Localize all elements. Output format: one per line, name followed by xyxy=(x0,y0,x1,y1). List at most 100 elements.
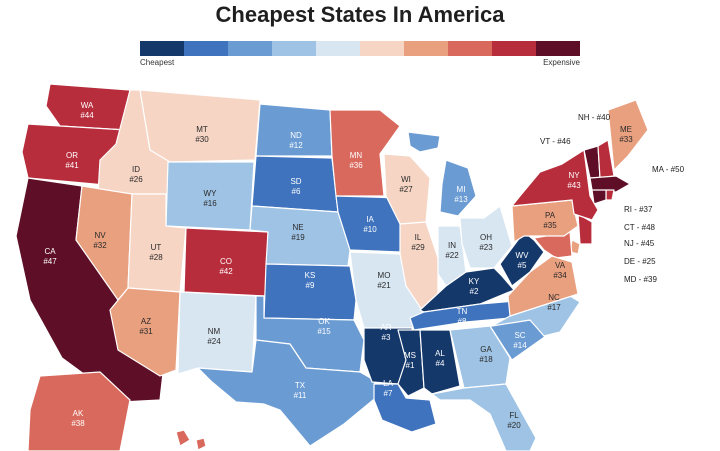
state-code-mo: MO xyxy=(378,271,391,280)
state-code-or: OR xyxy=(66,151,78,160)
state-rank-mi: #13 xyxy=(454,195,468,204)
state-code-nm: NM xyxy=(208,327,221,336)
state-rank-az: #31 xyxy=(139,327,153,336)
state-mi xyxy=(407,131,477,217)
state-rank-mn: #36 xyxy=(349,161,363,170)
state-rank-ne: #19 xyxy=(291,233,305,242)
legend-min-label: Cheapest xyxy=(140,58,175,67)
state-code-ky: KY xyxy=(469,277,480,286)
state-nj xyxy=(577,213,593,245)
state-rank-al: #4 xyxy=(436,359,445,368)
state-rank-wi: #27 xyxy=(399,185,413,194)
state-label-mn: MN #36 xyxy=(349,151,363,170)
state-rank-sc: #14 xyxy=(513,341,527,350)
state-label-az: AZ #31 xyxy=(139,317,153,336)
legend-swatch-2 xyxy=(184,41,228,56)
state-code-ia: IA xyxy=(366,215,374,224)
state-ny xyxy=(511,149,599,221)
state-ct xyxy=(591,189,607,205)
state-rank-mt: #30 xyxy=(195,135,209,144)
state-rank-ia: #10 xyxy=(363,225,377,234)
state-rank-mo: #21 xyxy=(377,281,391,290)
state-label-sc: SC #14 xyxy=(513,331,527,350)
state-code-me: ME xyxy=(620,125,632,134)
state-label-mt: MT #30 xyxy=(195,125,209,144)
state-rank-ca: #47 xyxy=(43,257,57,266)
state-code-la: LA xyxy=(383,379,393,388)
state-rank-oh: #23 xyxy=(479,243,493,252)
callout-nj: NJ - #45 xyxy=(624,239,655,248)
state-code-ny: NY xyxy=(568,171,580,180)
state-label-ms: MS #1 xyxy=(404,351,416,370)
state-rank-wa: #44 xyxy=(80,111,94,120)
state-rank-tn: #8 xyxy=(458,317,467,326)
state-label-nm: NM #24 xyxy=(207,327,221,346)
legend-swatch-9 xyxy=(492,41,536,56)
callout-ri: RI - #37 xyxy=(624,205,653,214)
state-me xyxy=(607,99,649,171)
state-code-sd: SD xyxy=(290,177,301,186)
state-rank-ar: #3 xyxy=(382,333,391,342)
legend-swatch-3 xyxy=(228,41,272,56)
state-code-az: AZ xyxy=(141,317,151,326)
legend-swatch-7 xyxy=(404,41,448,56)
state-la xyxy=(373,383,437,433)
callout-ma: MA - #50 xyxy=(652,165,685,174)
state-code-wa: WA xyxy=(81,101,94,110)
state-code-oh: OH xyxy=(480,233,492,242)
state-rank-ok: #15 xyxy=(317,327,331,336)
state-code-ar: AR xyxy=(380,323,391,332)
state-code-in: IN xyxy=(448,241,456,250)
state-rank-il: #29 xyxy=(411,243,425,252)
state-label-ar: AR #3 xyxy=(380,323,391,342)
state-label-ky: KY #2 xyxy=(469,277,480,296)
callout-labels-layer: NH - #40 VT - #46 MA - #50 RI - #37 CT - #48… xyxy=(540,113,685,284)
state-rank-wv: #5 xyxy=(518,261,527,270)
legend-swatch-5 xyxy=(316,41,360,56)
state-rank-me: #33 xyxy=(619,135,633,144)
state-label-il: IL #29 xyxy=(411,233,425,252)
state-label-nc: NC #17 xyxy=(547,293,561,312)
state-code-sc: SC xyxy=(514,331,525,340)
state-code-ca: CA xyxy=(44,247,56,256)
state-code-nc: NC xyxy=(548,293,560,302)
state-rank-co: #42 xyxy=(219,267,233,276)
state-rank-in: #22 xyxy=(445,251,459,260)
state-rank-nc: #17 xyxy=(547,303,561,312)
state-rank-nv: #32 xyxy=(93,241,107,250)
state-code-nv: NV xyxy=(94,231,106,240)
state-label-wi: WI #27 xyxy=(399,175,413,194)
state-label-me: ME #33 xyxy=(619,125,633,144)
callout-md: MD - #39 xyxy=(624,275,657,284)
map-title: Cheapest States In America xyxy=(215,2,505,27)
states-layer xyxy=(15,83,649,451)
state-hi xyxy=(175,429,207,451)
state-rank-nd: #12 xyxy=(289,141,303,150)
state-code-wv: WV xyxy=(516,251,530,260)
state-mn xyxy=(329,109,401,197)
legend-swatch-4 xyxy=(272,41,316,56)
legend-color-scale xyxy=(140,41,580,56)
state-label-la: LA #7 xyxy=(383,379,393,398)
state-code-ak: AK xyxy=(73,409,84,418)
state-ma xyxy=(589,175,631,193)
state-code-tn: TN xyxy=(457,307,468,316)
state-code-mt: MT xyxy=(196,125,208,134)
state-code-id: ID xyxy=(132,165,140,174)
state-rank-ks: #9 xyxy=(306,281,315,290)
legend-swatch-10 xyxy=(536,41,580,56)
state-label-ca: CA #47 xyxy=(43,247,57,266)
state-label-wv: WV #5 xyxy=(516,251,530,270)
legend-swatch-8 xyxy=(448,41,492,56)
state-ak xyxy=(27,371,131,451)
state-label-fl: FL #20 xyxy=(507,411,521,430)
state-ga xyxy=(449,325,511,389)
state-oh xyxy=(459,205,513,269)
state-code-mn: MN xyxy=(350,151,363,160)
state-code-ks: KS xyxy=(305,271,316,280)
state-label-al: AL #4 xyxy=(435,349,445,368)
state-label-ks: KS #9 xyxy=(305,271,316,290)
state-mt xyxy=(139,89,261,163)
state-code-pa: PA xyxy=(545,211,556,220)
callout-nh: NH - #40 xyxy=(578,113,611,122)
